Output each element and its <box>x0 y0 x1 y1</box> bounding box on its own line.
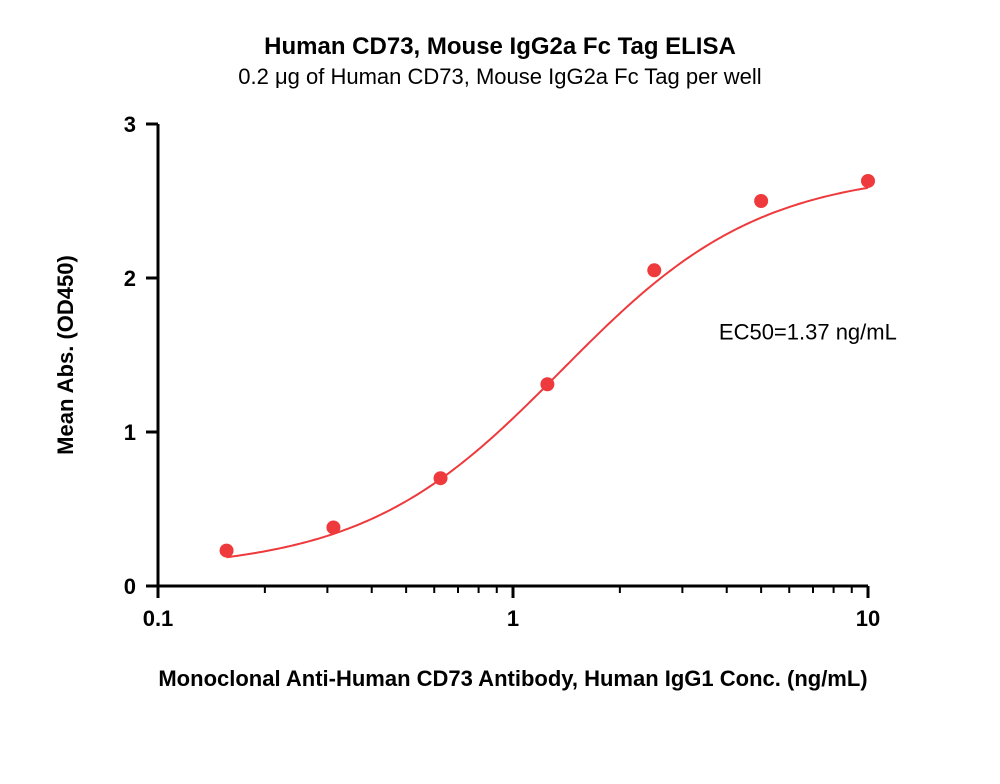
x-axis-label: Monoclonal Anti-Human CD73 Antibody, Hum… <box>158 666 867 691</box>
ec50-annotation: EC50=1.37 ng/mL <box>719 320 897 345</box>
y-ticks: 0 1 2 3 <box>124 112 158 599</box>
svg-text:2: 2 <box>124 266 136 291</box>
svg-text:1: 1 <box>507 606 519 631</box>
svg-text:0: 0 <box>124 574 136 599</box>
svg-text:10: 10 <box>856 606 880 631</box>
elisa-chart: Human CD73, Mouse IgG2a Fc Tag ELISA 0.2… <box>0 0 1000 784</box>
svg-text:1: 1 <box>124 420 136 445</box>
chart-subtitle: 0.2 μg of Human CD73, Mouse IgG2a Fc Tag… <box>238 64 761 89</box>
data-markers <box>220 174 875 558</box>
axes <box>158 124 868 586</box>
svg-text:3: 3 <box>124 112 136 137</box>
curve-line <box>227 188 868 557</box>
chart-svg: Human CD73, Mouse IgG2a Fc Tag ELISA 0.2… <box>0 0 1000 784</box>
chart-title: Human CD73, Mouse IgG2a Fc Tag ELISA <box>264 33 736 60</box>
x-ticks: 0.1 1 10 <box>143 586 881 631</box>
y-axis-label: Mean Abs. (OD450) <box>53 255 78 455</box>
svg-text:0.1: 0.1 <box>143 606 174 631</box>
